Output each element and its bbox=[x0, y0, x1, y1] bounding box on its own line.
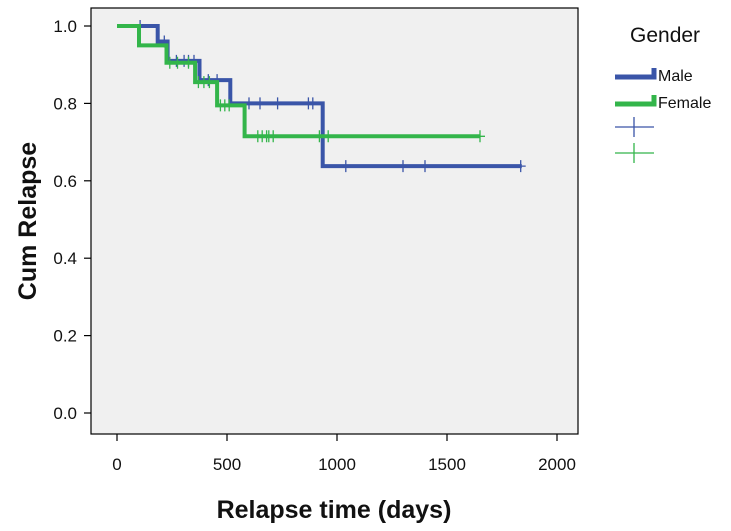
y-axis-title: Cum Relapse bbox=[14, 142, 42, 300]
censor-mark-female bbox=[204, 76, 215, 89]
y-tick-label: 0.4 bbox=[53, 249, 77, 268]
x-axis-title: Relapse time (days) bbox=[217, 496, 452, 524]
legend-label-male: Male bbox=[658, 68, 693, 85]
plot-area bbox=[90, 7, 579, 435]
legend-label-female: Female bbox=[658, 95, 711, 112]
censor-mark-male bbox=[255, 97, 265, 110]
series-line-male bbox=[117, 24, 522, 169]
censor-mark-female bbox=[224, 99, 235, 112]
legend: Gender Male Female bbox=[615, 24, 711, 163]
censor-mark-female bbox=[475, 130, 485, 143]
x-tick-label: 1000 bbox=[318, 455, 356, 474]
censor-mark-female bbox=[314, 130, 325, 143]
legend-censor-male bbox=[615, 117, 654, 137]
legend-censor-female bbox=[615, 143, 654, 163]
legend-swatch-female bbox=[615, 95, 657, 107]
censor-mark-female bbox=[268, 130, 279, 143]
y-tick-label: 0.6 bbox=[53, 172, 77, 191]
y-tick-label: 0.2 bbox=[53, 327, 77, 346]
censor-mark-male bbox=[398, 160, 408, 173]
axes: 0 500 1000 1500 2000 0.0 0.2 0.4 0.6 0.8 1.0 bbox=[53, 17, 576, 474]
legend-title: Gender bbox=[630, 24, 700, 47]
legend-swatch-male bbox=[615, 68, 657, 80]
censor-mark-male bbox=[515, 160, 526, 173]
censor-mark-male bbox=[340, 160, 351, 173]
y-tick-label: 1.0 bbox=[53, 17, 77, 36]
censor-mark-female bbox=[323, 130, 334, 143]
series-layer bbox=[117, 20, 526, 173]
censor-mark-female bbox=[183, 56, 194, 69]
y-tick-label: 0.8 bbox=[53, 94, 77, 113]
series-line-female bbox=[117, 24, 480, 139]
x-tick-label: 500 bbox=[213, 455, 241, 474]
censor-mark-male bbox=[420, 160, 430, 173]
x-tick-label: 2000 bbox=[538, 455, 576, 474]
censor-mark-male bbox=[272, 97, 283, 110]
censor-mark-female bbox=[172, 56, 183, 69]
y-tick-label: 0.0 bbox=[53, 404, 77, 423]
censor-mark-male bbox=[307, 97, 318, 110]
x-tick-label: 1500 bbox=[428, 455, 466, 474]
x-tick-label: 0 bbox=[112, 455, 121, 474]
